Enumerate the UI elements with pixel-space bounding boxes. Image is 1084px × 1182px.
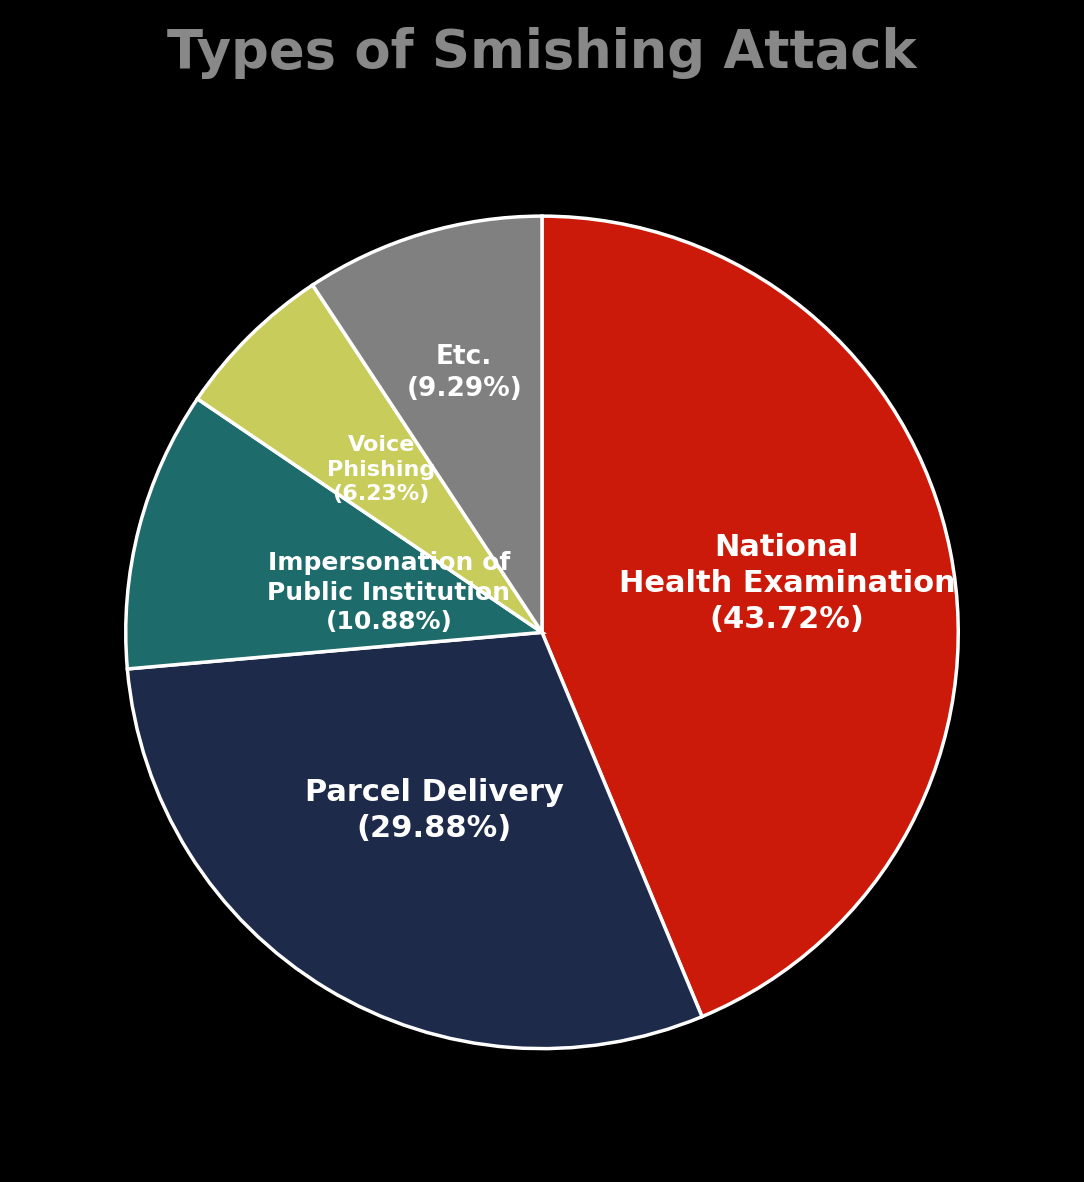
Text: Etc.
(9.29%): Etc. (9.29%) — [406, 344, 522, 402]
Text: Parcel Delivery
(29.88%): Parcel Delivery (29.88%) — [305, 778, 564, 843]
Text: Impersonation of
Public Institution
(10.88%): Impersonation of Public Institution (10.… — [268, 551, 511, 635]
Wedge shape — [542, 216, 958, 1017]
Text: Voice
Phishing
(6.23%): Voice Phishing (6.23%) — [327, 435, 435, 505]
Wedge shape — [127, 632, 702, 1048]
Text: National
Health Examination
(43.72%): National Health Examination (43.72%) — [619, 533, 955, 634]
Text: Types of Smishing Attack: Types of Smishing Attack — [167, 27, 917, 79]
Wedge shape — [197, 285, 542, 632]
Wedge shape — [126, 398, 542, 669]
Wedge shape — [312, 216, 542, 632]
